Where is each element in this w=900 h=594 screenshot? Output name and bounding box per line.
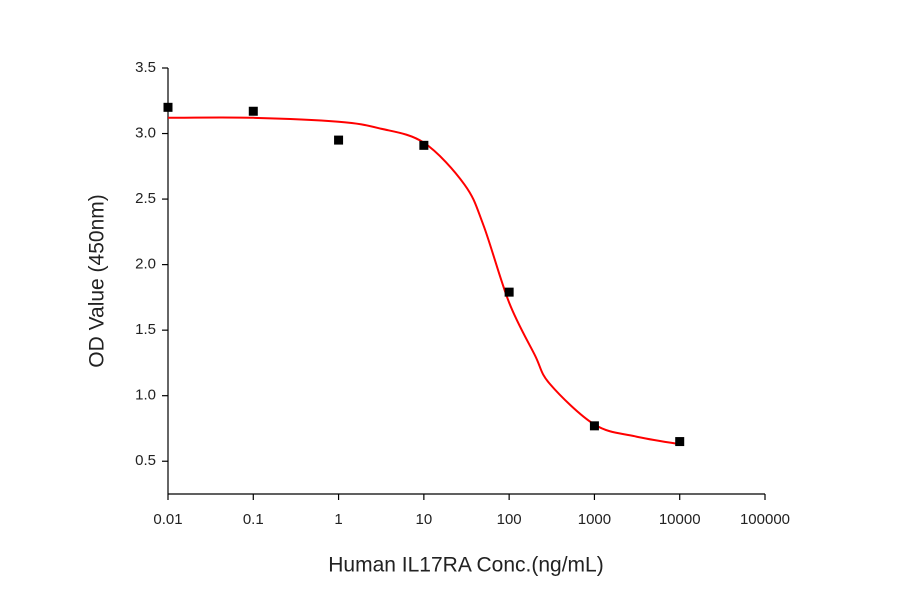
data-point	[248, 106, 258, 116]
x-tick-label: 100	[497, 511, 522, 528]
x-tick-label: 100000	[740, 511, 790, 528]
y-tick-label: 2.5	[135, 190, 156, 207]
data-point	[504, 287, 514, 297]
x-tick-label: 0.01	[153, 511, 182, 528]
x-tick-label: 10	[416, 511, 433, 528]
y-tick-label: 3.5	[135, 59, 156, 76]
y-tick-label: 1.0	[135, 387, 156, 404]
x-tick-label: 1000	[578, 511, 611, 528]
x-tick-label: 1	[334, 511, 342, 528]
x-tick-label: 10000	[659, 511, 701, 528]
y-tick-label: 1.5	[135, 321, 156, 338]
y-tick-label: 0.5	[135, 452, 156, 469]
data-point	[589, 421, 599, 431]
y-tick-label: 2.0	[135, 256, 156, 273]
y-tick-label: 3.0	[135, 125, 156, 142]
x-tick-label: 0.1	[243, 511, 264, 528]
data-point	[163, 102, 173, 112]
y-axis-title: OD Value (450nm)	[86, 194, 109, 368]
data-point	[675, 437, 685, 447]
fit-curve	[167, 116, 680, 446]
x-axis-title: Human IL17RA Conc.(ng/mL)	[328, 554, 603, 577]
data-point	[419, 140, 429, 150]
data-point	[334, 135, 344, 145]
